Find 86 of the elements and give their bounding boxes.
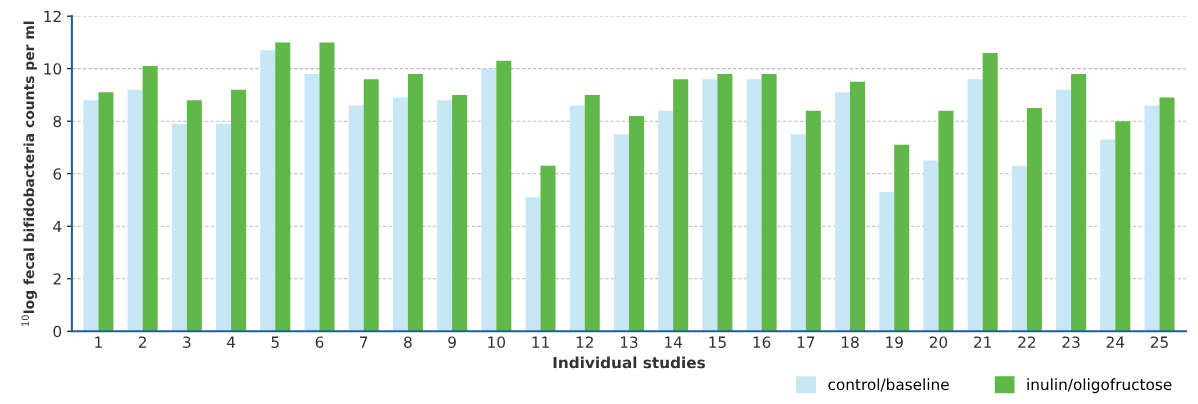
y-tick-label: 8 [53,115,62,128]
x-axis-title: Individual studies [553,356,705,369]
x-tick-label: 15 [709,336,726,348]
bar [127,89,143,332]
x-tick-label: 23 [1062,336,1080,348]
bar [363,79,379,332]
legend-label: control/baseline [828,378,949,392]
bar [437,100,453,332]
bar [834,92,851,332]
y-tick-label: 2 [53,273,61,285]
x-tick-label: 21 [974,336,991,348]
x-tick-label: 25 [1150,336,1168,348]
bar [496,60,512,332]
x-tick-label: 18 [841,336,859,348]
x-tick-label: 16 [753,336,771,348]
x-tick-label: 7 [360,336,368,348]
bar [1056,89,1072,332]
bar [1144,105,1160,332]
bar [628,115,644,332]
bar [923,160,939,332]
bar [613,134,629,332]
bar [540,165,556,332]
bar [746,79,762,332]
x-tick-label: 11 [532,336,549,348]
x-tick-label: 14 [665,336,683,348]
y-tick-label: 0 [53,325,62,338]
bar [894,144,910,332]
x-tick-label: 13 [620,336,638,348]
bar [1159,97,1175,332]
bar [982,52,998,332]
bar [790,134,806,332]
bar [761,73,777,332]
y-tick-label: 4 [53,220,62,233]
bar [216,123,232,332]
bar [275,42,291,332]
x-tick-label: 24 [1106,336,1125,348]
x-tick-label: 1 [95,336,102,348]
x-tick-label: 10 [488,336,506,348]
bar [967,79,983,332]
bar [407,73,423,332]
bar [879,192,895,332]
bar [673,79,689,332]
bar [452,94,468,332]
y-tick-label: 6 [53,168,62,180]
bar [938,110,954,332]
bar [231,89,247,332]
bar [1100,139,1116,332]
x-tick-label: 17 [797,336,815,348]
bar [348,105,364,332]
x-tick-label: 6 [315,336,324,348]
bar [1011,165,1027,332]
x-tick-label: 5 [271,336,279,348]
y-tick-label: 12 [44,10,61,22]
bar [304,73,320,332]
x-tick-label: 22 [1018,336,1036,348]
x-tick-label: 9 [448,336,456,348]
x-tick-label: 2 [138,336,146,348]
bar [142,66,158,332]
bar [1026,108,1042,332]
bar [83,100,99,332]
bar [98,92,114,332]
y-tick-label: 10 [44,63,62,75]
legend-label: inulin/oligofructose [1027,378,1172,394]
bar [702,79,718,332]
bar [481,68,497,332]
x-tick-label: 8 [404,336,412,348]
bar [319,42,335,332]
x-tick-label: 19 [886,336,903,348]
y-axis-title: $^{10}$log fecal bifidobacteria counts per ml [21,21,37,326]
bar [171,123,187,332]
x-tick-label: 20 [929,336,948,348]
bar [525,197,541,332]
bar [805,110,821,332]
x-tick-label: 12 [576,336,593,348]
x-tick-label: 4 [226,336,236,348]
x-tick-label: 3 [183,336,191,348]
bar [1115,121,1131,332]
bar [569,105,585,332]
bar [392,97,408,332]
bar [1071,73,1087,332]
bar [584,94,600,332]
bar [186,100,202,332]
bar [850,81,866,332]
bar [658,110,674,332]
bar [260,50,276,332]
bar [717,73,733,332]
